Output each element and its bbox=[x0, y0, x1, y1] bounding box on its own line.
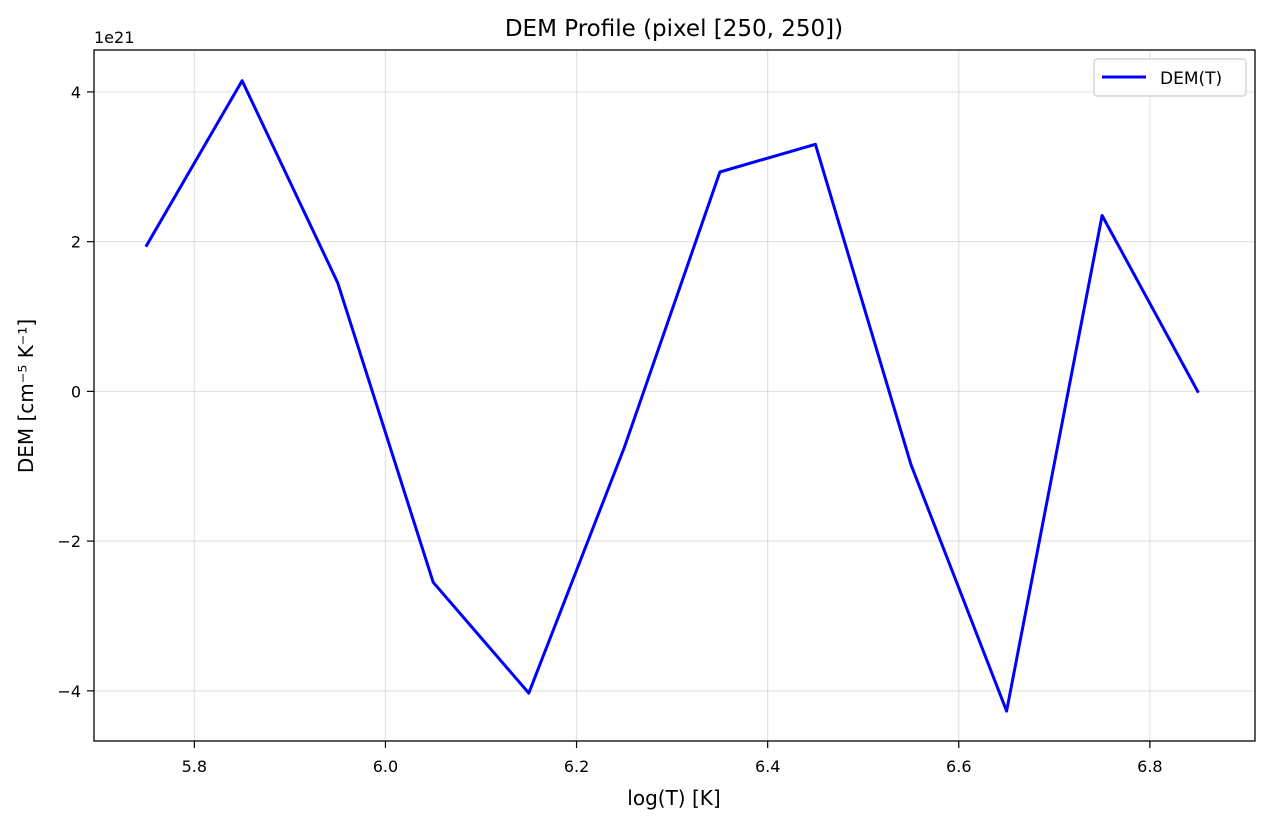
x-tick-label: 6.2 bbox=[564, 757, 589, 776]
x-tick-label: 6.0 bbox=[373, 757, 398, 776]
legend: DEM(T) bbox=[1093, 58, 1247, 97]
y-tick-label: −2 bbox=[57, 532, 81, 551]
x-tick-label: 5.8 bbox=[182, 757, 207, 776]
x-axis: 5.8 6.0 6.2 6.4 6.6 6.8 bbox=[182, 741, 1163, 776]
legend-box bbox=[1093, 58, 1247, 97]
chart-title: DEM Profile (pixel [250, 250]) bbox=[505, 16, 843, 42]
y-axis-label: DEM [cm⁻⁵ K⁻¹] bbox=[14, 319, 38, 473]
x-tick-label: 6.4 bbox=[755, 757, 780, 776]
series-layer bbox=[144, 79, 1200, 713]
x-tick-label: 6.8 bbox=[1137, 757, 1162, 776]
y-tick-label: −4 bbox=[57, 682, 81, 701]
x-tick-label: 6.6 bbox=[946, 757, 971, 776]
plot-frame bbox=[93, 49, 1256, 742]
y-tick-label: 4 bbox=[71, 83, 81, 102]
x-axis-label: log(T) [K] bbox=[627, 786, 720, 810]
y-tick-label: 2 bbox=[71, 233, 81, 252]
grid bbox=[94, 50, 1255, 741]
y-offset-label: 1e21 bbox=[94, 28, 134, 47]
y-axis: 4 2 0 −2 −4 bbox=[57, 83, 94, 701]
legend-label: DEM(T) bbox=[1160, 69, 1222, 89]
series-line-dem bbox=[144, 79, 1200, 713]
y-tick-label: 0 bbox=[71, 382, 81, 401]
